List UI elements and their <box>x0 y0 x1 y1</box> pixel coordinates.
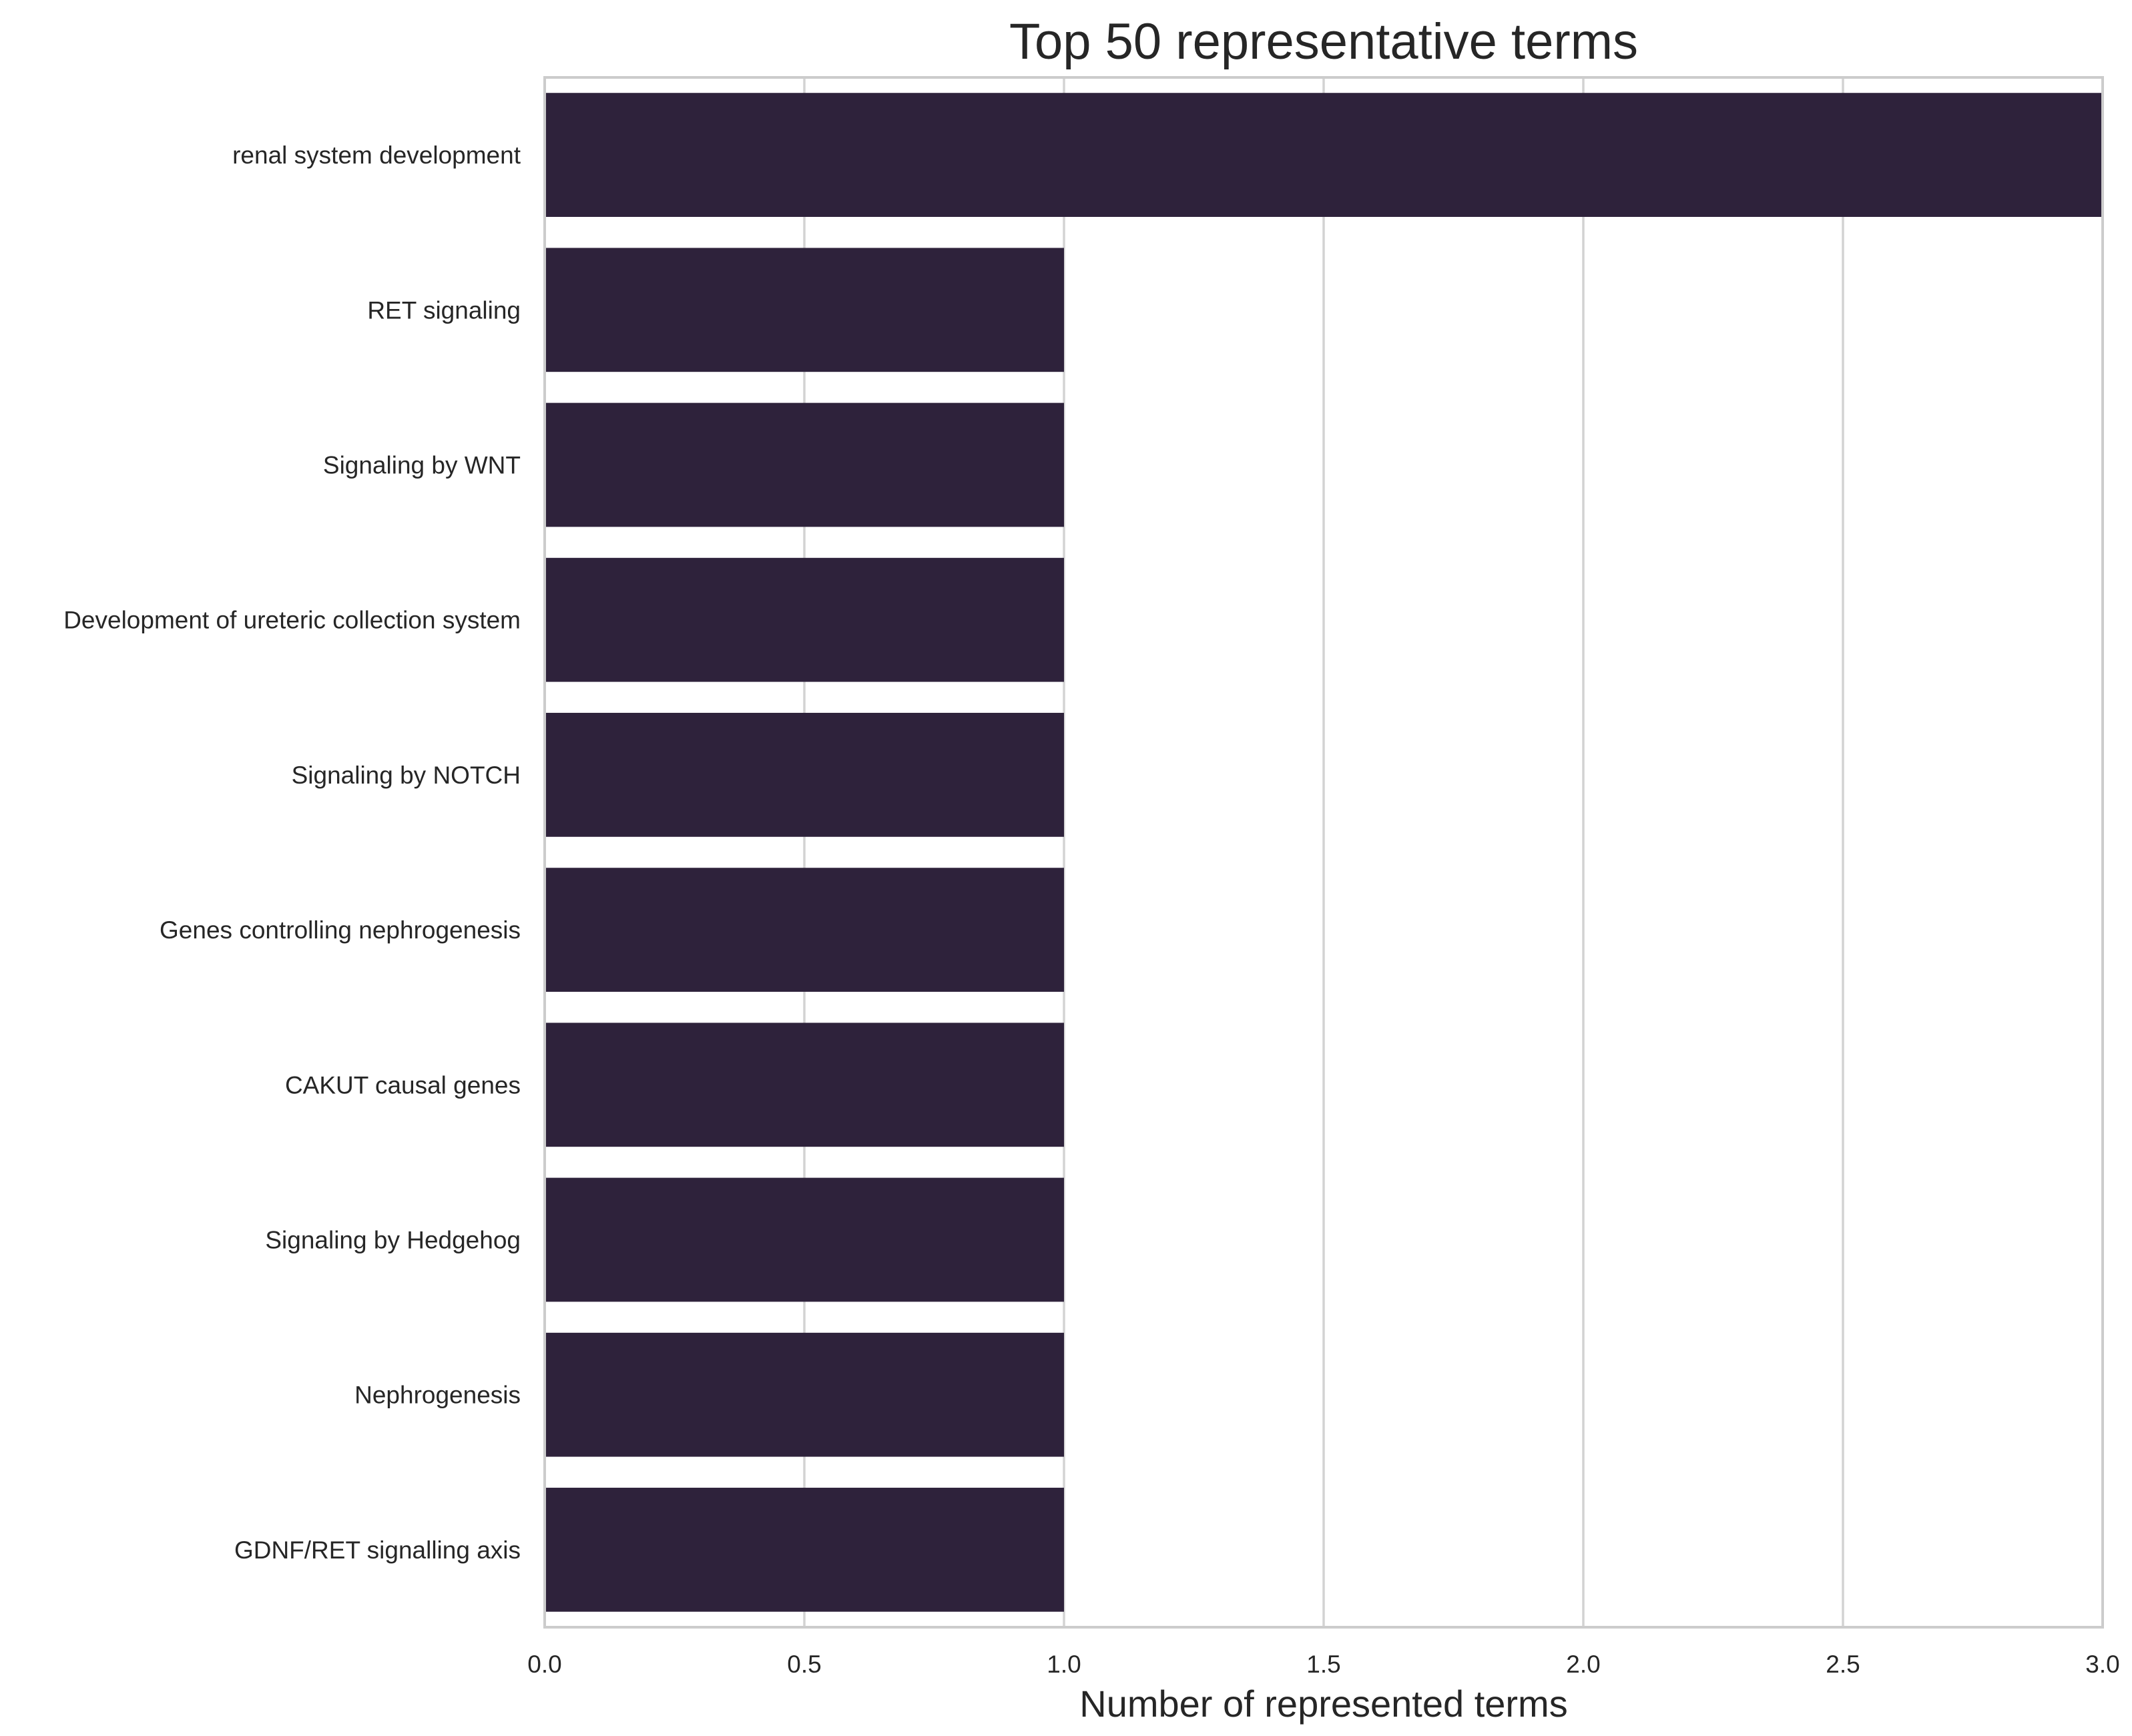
y-tick-label: Signaling by NOTCH <box>292 762 521 789</box>
plot-frame <box>543 76 2104 1629</box>
x-tick-labels: 0.0 0.5 1.0 1.5 2.0 2.5 3.0 <box>527 1651 2119 1678</box>
bar <box>545 713 1064 837</box>
bar <box>545 868 1064 992</box>
y-tick-label: CAKUT causal genes <box>285 1071 521 1099</box>
bars <box>545 93 2103 1612</box>
bar <box>545 248 1064 372</box>
x-tick-label: 0.5 <box>787 1651 821 1678</box>
chart-title: Top 50 representative terms <box>1009 13 1638 70</box>
bar <box>545 402 1064 527</box>
bar <box>545 1488 1064 1612</box>
x-tick-label: 1.5 <box>1306 1651 1340 1678</box>
y-tick-label: Genes controlling nephrogenesis <box>160 916 521 944</box>
x-tick-label: 1.0 <box>1047 1651 1081 1678</box>
y-tick-label: Nephrogenesis <box>354 1382 521 1409</box>
y-tick-label: GDNF/RET signalling axis <box>234 1536 521 1564</box>
y-tick-label: RET signaling <box>367 296 521 324</box>
bar <box>545 557 1064 682</box>
y-tick-labels: renal system development RET signaling Sig… <box>63 141 521 1564</box>
y-tick-label: Signaling by Hedgehog <box>265 1227 521 1254</box>
bar <box>545 1332 1064 1457</box>
bar <box>545 93 2103 217</box>
x-axis-label: Number of represented terms <box>1079 1683 1567 1725</box>
x-tick-label: 3.0 <box>2085 1651 2119 1678</box>
bar <box>545 1177 1064 1302</box>
x-tick-label: 2.5 <box>1826 1651 1860 1678</box>
x-tick-label: 2.0 <box>1566 1651 1600 1678</box>
x-tick-label: 0.0 <box>527 1651 561 1678</box>
y-tick-label: Development of ureteric collection syste… <box>63 607 521 634</box>
y-tick-label: Signaling by WNT <box>323 452 521 479</box>
y-tick-label: renal system development <box>232 141 521 169</box>
bar <box>545 1023 1064 1147</box>
